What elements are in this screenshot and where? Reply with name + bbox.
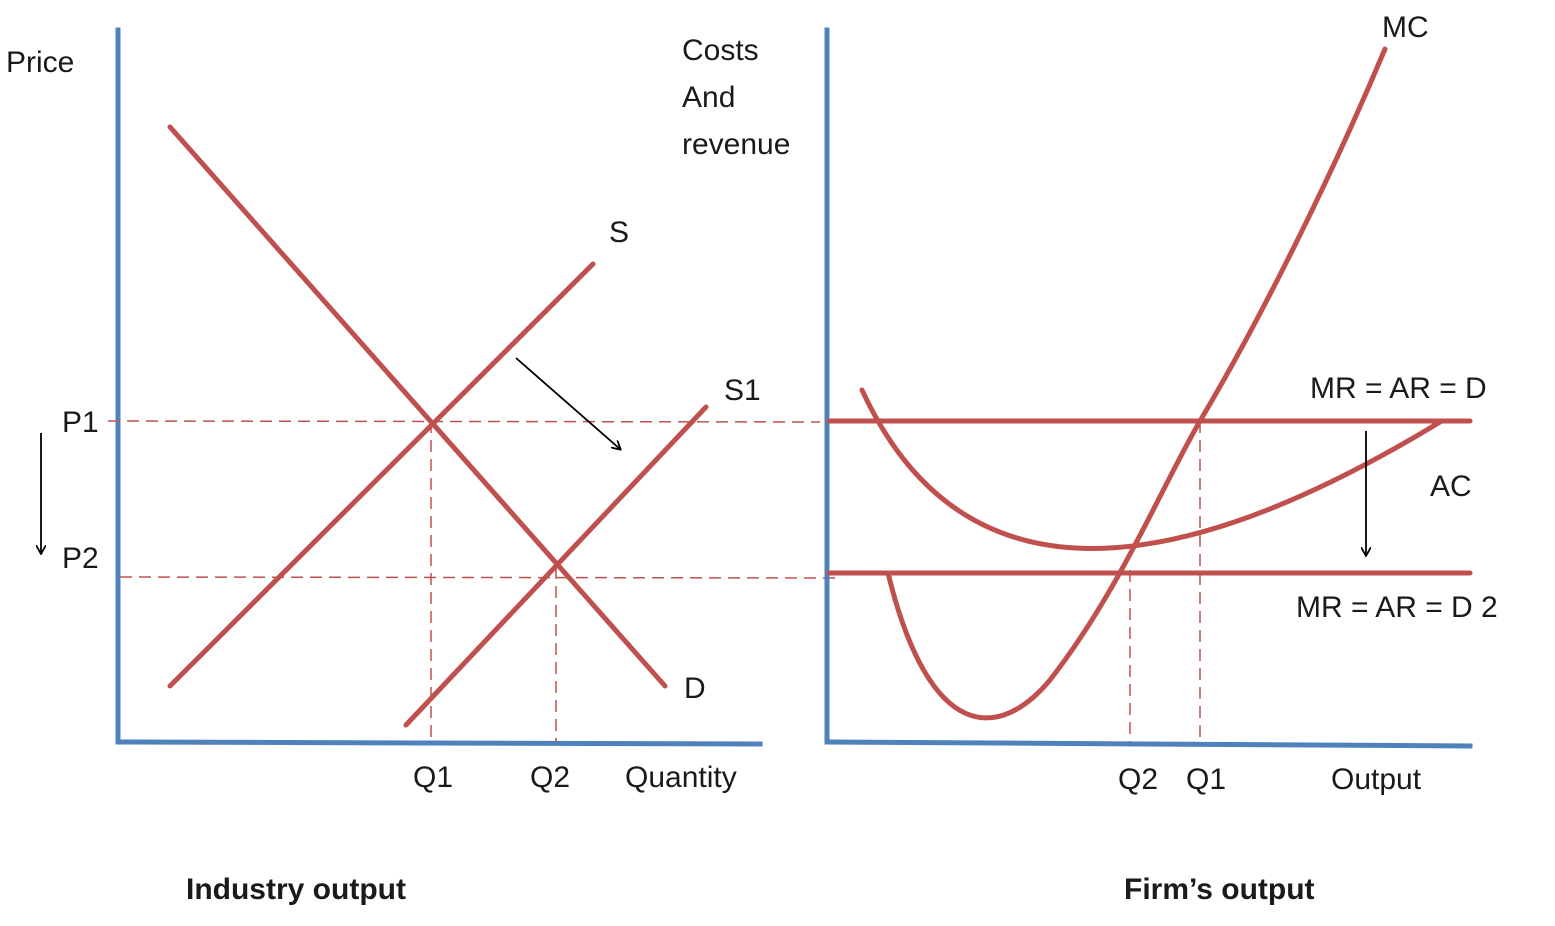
industry-y-axis-label: Price [6, 46, 74, 79]
firm-caption: Firm’s output [1124, 873, 1315, 906]
firm-y-axis-label-line1: Costs [682, 34, 759, 67]
p2-guide-line [119, 576, 836, 579]
demand-curve [167, 124, 668, 689]
supply-curve [167, 261, 596, 689]
industry-x-axis [115, 739, 763, 747]
mc-label: MC [1382, 11, 1429, 44]
supply-label: S [609, 216, 629, 249]
price-label-p1: P1 [62, 406, 99, 439]
industry-panel: Price P1 P2 S S1 D Q1 Q2 Quantity Indust… [6, 27, 836, 906]
firm-x-axis-label: Output [1331, 763, 1422, 796]
quantity-label-q1: Q1 [413, 761, 453, 794]
firm-y-axis-label-line2: And [682, 81, 735, 114]
demand-label: D [684, 672, 706, 705]
mr1-label: MR = AR = D [1310, 372, 1487, 405]
supply-shifted-curve [403, 404, 709, 728]
industry-x-axis-label: Quantity [625, 761, 737, 794]
ac-label: AC [1430, 470, 1472, 503]
firm-y-axis-label-line3: revenue [682, 128, 790, 161]
firm-quantity-label-q1: Q1 [1186, 763, 1226, 796]
mr2-label: MR = AR = D 2 [1296, 591, 1498, 624]
quantity-label-q2: Q2 [530, 761, 570, 794]
p1-guide-line [107, 420, 821, 423]
ac-curve [859, 387, 1443, 551]
firm-panel: Costs And revenue MC MR = AR = D AC MR =… [682, 11, 1498, 906]
mc-curve [885, 46, 1388, 721]
supply-shifted-label: S1 [724, 374, 761, 407]
supply-shift-arrow [515, 357, 620, 449]
price-label-p2: P2 [62, 542, 99, 575]
industry-caption: Industry output [186, 873, 406, 906]
firm-x-axis [824, 739, 1473, 749]
firm-quantity-label-q2: Q2 [1118, 763, 1158, 796]
